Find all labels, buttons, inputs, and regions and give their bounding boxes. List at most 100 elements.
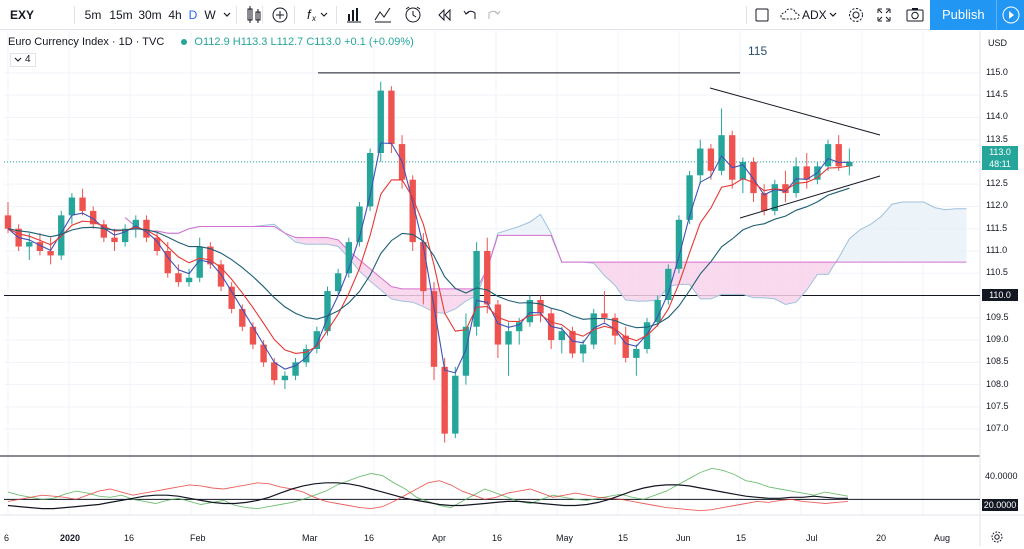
candle-body — [90, 210, 97, 225]
price-tick-label: 110.5 — [986, 267, 1008, 278]
candle-body — [484, 251, 491, 305]
candle-body — [260, 344, 267, 363]
candle-body — [462, 326, 470, 376]
candle-body — [366, 153, 374, 207]
publish-button[interactable]: Publish — [930, 0, 1024, 30]
candle-body — [111, 237, 118, 243]
cloud-segment — [881, 204, 892, 263]
play-icon[interactable] — [996, 0, 1024, 30]
currency-label[interactable]: USD — [988, 38, 1008, 48]
redo-icon[interactable] — [482, 0, 506, 30]
line-chart-icon[interactable] — [368, 0, 398, 30]
countdown-tag: 48:11 — [982, 158, 1018, 170]
ichimoku-cloud — [124, 201, 967, 314]
bar-chart-icon[interactable] — [340, 0, 368, 30]
candle-body — [611, 317, 619, 336]
svg-text:x: x — [311, 14, 317, 23]
cloud-segment — [785, 262, 797, 305]
candle-body — [68, 197, 76, 216]
expand-icon[interactable] — [872, 0, 896, 30]
candle-body — [803, 166, 810, 180]
candle-body — [633, 349, 640, 358]
cloud-segment — [316, 237, 328, 245]
candle-body — [313, 331, 321, 349]
cloud-segment — [359, 259, 371, 282]
candle-body — [175, 273, 182, 283]
time-tick-label: Mar — [302, 533, 318, 543]
trendline-drawings — [709, 87, 881, 219]
ema-medium-line — [7, 165, 850, 354]
replay-rewind-icon[interactable] — [430, 0, 458, 30]
moving-average-lines — [7, 142, 850, 374]
time-tick-label: 2020 — [60, 533, 81, 543]
candle-body — [569, 331, 576, 354]
cloud-segment — [774, 262, 786, 305]
chevron-down-icon — [14, 57, 22, 62]
alert-clock-icon[interactable] — [398, 0, 428, 30]
chart-legend: Euro Currency Index · 1D · TVC O112.9 H1… — [8, 36, 414, 48]
candle-body — [121, 228, 129, 243]
cloud-segment — [710, 262, 722, 299]
candle-body — [303, 349, 310, 363]
indicator-name-label[interactable]: ADX — [802, 8, 827, 22]
settings-gear-icon[interactable] — [990, 530, 1004, 549]
price-tick-label: 108.5 — [986, 356, 1009, 367]
symbol-search[interactable]: EXY — [10, 8, 35, 22]
candle-body — [207, 246, 214, 265]
interval-w[interactable]: W — [204, 8, 216, 22]
cloud-segment — [849, 229, 860, 263]
cloud-segment — [732, 262, 743, 295]
price-tick-label: 107.0 — [986, 423, 1009, 434]
toolbar-divider — [294, 6, 295, 24]
interval-5m[interactable]: 5m — [84, 8, 102, 22]
publish-label: Publish — [942, 7, 985, 22]
candle-body — [516, 322, 523, 332]
time-tick-label: Aug — [934, 533, 951, 543]
candle-body — [665, 268, 672, 300]
toolbar-divider — [74, 6, 75, 24]
adx-series-line — [7, 480, 849, 512]
interval-30m[interactable]: 30m — [138, 8, 162, 22]
time-tick-label: Feb — [190, 533, 206, 543]
chart-grid — [0, 31, 1024, 546]
time-tick-label: 16 — [492, 533, 503, 543]
cloud-icon[interactable] — [778, 0, 802, 30]
candle-body — [100, 224, 108, 238]
cloud-segment — [327, 237, 339, 247]
interval-15m[interactable]: 15m — [109, 8, 133, 22]
level-115-label: 115 — [748, 44, 768, 58]
cloud-segment — [742, 262, 754, 298]
candles-icon[interactable] — [240, 0, 268, 30]
camera-icon[interactable] — [902, 0, 928, 30]
time-tick-label: 15 — [736, 533, 747, 543]
svg-text:f: f — [307, 7, 312, 22]
cloud-span-a — [124, 201, 967, 314]
candle-body — [36, 242, 44, 251]
indicators-toggle[interactable]: 4 — [10, 53, 36, 67]
candle-body — [345, 242, 352, 274]
candle-body — [729, 135, 736, 180]
cloud-segment — [497, 229, 509, 236]
interval-d[interactable]: D — [188, 8, 198, 22]
indicator-dropdown-chevron-icon[interactable] — [826, 0, 840, 30]
price-tick-label: 107.5 — [986, 400, 1009, 411]
time-tick-label: 15 — [618, 533, 629, 543]
interval-4h[interactable]: 4h — [168, 8, 182, 22]
fullscreen-square-icon[interactable] — [750, 0, 774, 30]
cloud-segment — [838, 238, 850, 263]
interval-dropdown-chevron-icon[interactable] — [220, 0, 234, 30]
gear-icon[interactable] — [844, 0, 868, 30]
compare-plus-icon[interactable] — [266, 0, 294, 30]
undo-icon[interactable] — [458, 0, 482, 30]
candle-body — [377, 90, 384, 153]
candle-body — [622, 335, 629, 358]
candle-body — [558, 331, 565, 341]
cloud-segment — [721, 262, 733, 295]
candle-body — [409, 179, 416, 243]
price-chart[interactable] — [0, 31, 1024, 546]
cloud-segment — [891, 202, 903, 263]
candle-body — [388, 90, 395, 145]
toolbar-divider — [262, 6, 263, 24]
